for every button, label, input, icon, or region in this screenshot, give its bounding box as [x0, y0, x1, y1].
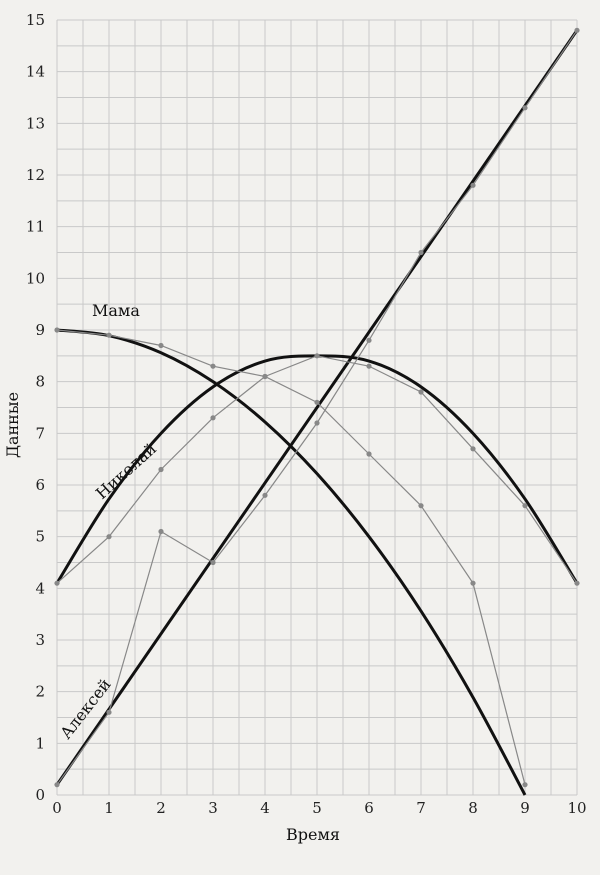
data-point: [210, 415, 216, 421]
x-tick-labels: 0 1 2 3 4 5 6 7 8 9 10: [52, 799, 586, 817]
data-point: [54, 782, 60, 788]
data-point: [366, 363, 372, 369]
fit-curve-2: [55, 29, 579, 786]
data-point: [418, 389, 424, 395]
y-tick-label: 6: [35, 476, 45, 494]
x-tick-label: 8: [468, 799, 478, 817]
chart-grid: [56, 19, 578, 796]
y-tick-label: 8: [35, 373, 45, 391]
y-tick-label: 2: [35, 683, 45, 701]
y-tick-label: 9: [35, 321, 45, 339]
y-tick-label: 13: [26, 114, 45, 132]
data-points: [54, 27, 580, 788]
x-tick-label: 2: [156, 799, 166, 817]
data-point: [106, 709, 112, 715]
data-point: [522, 503, 528, 509]
y-tick-label: 7: [35, 424, 45, 442]
x-tick-label: 4: [260, 799, 270, 817]
data-point: [470, 182, 476, 188]
data-point: [366, 337, 372, 343]
data-point: [158, 466, 164, 473]
x-tick-label: 3: [208, 799, 218, 817]
data-point: [574, 27, 580, 33]
data-line-0: [56, 329, 526, 785]
data-point: [106, 534, 112, 540]
y-tick-label: 12: [26, 166, 45, 184]
series-label-aleksei: Алексей: [56, 675, 115, 743]
data-point: [522, 105, 528, 111]
data-point: [314, 353, 320, 359]
data-point: [418, 249, 424, 256]
y-tick-label: 11: [26, 218, 45, 236]
x-tick-label: 5: [312, 799, 322, 817]
fit-curve-0: [56, 328, 527, 796]
data-point: [54, 580, 60, 586]
x-tick-label: 0: [52, 799, 62, 817]
data-point: [106, 332, 112, 338]
data-point: [210, 559, 216, 566]
y-tick-label: 15: [26, 11, 45, 29]
y-tick-label: 0: [35, 786, 45, 804]
x-axis-title: Время: [286, 825, 340, 844]
x-tick-label: 10: [567, 799, 586, 817]
y-tick-label: 1: [35, 734, 45, 752]
y-tick-label: 10: [26, 269, 45, 287]
data-point: [470, 446, 476, 452]
y-tick-label: 5: [35, 528, 45, 546]
data-point: [158, 528, 164, 535]
data-point: [262, 373, 268, 380]
data-point: [158, 342, 164, 349]
data-point: [522, 782, 528, 788]
series-label-mama: Мама: [92, 301, 140, 320]
y-tick-label: 3: [35, 631, 45, 649]
y-tick-label: 4: [35, 579, 45, 597]
series-label-nikolai: Николай: [92, 439, 160, 503]
data-point: [210, 363, 216, 369]
x-tick-label: 6: [364, 799, 374, 817]
data-point: [314, 399, 320, 405]
data-point: [54, 327, 60, 333]
y-axis-title: Данные: [3, 392, 22, 458]
data-point: [470, 580, 476, 586]
x-tick-label: 9: [520, 799, 530, 817]
x-tick-label: 1: [104, 799, 114, 817]
data-point: [366, 451, 372, 457]
data-point: [314, 420, 320, 426]
data-point: [418, 503, 424, 509]
data-point: [262, 492, 268, 498]
x-tick-label: 7: [416, 799, 426, 817]
data-point: [574, 580, 580, 586]
y-tick-label: 14: [26, 63, 45, 81]
